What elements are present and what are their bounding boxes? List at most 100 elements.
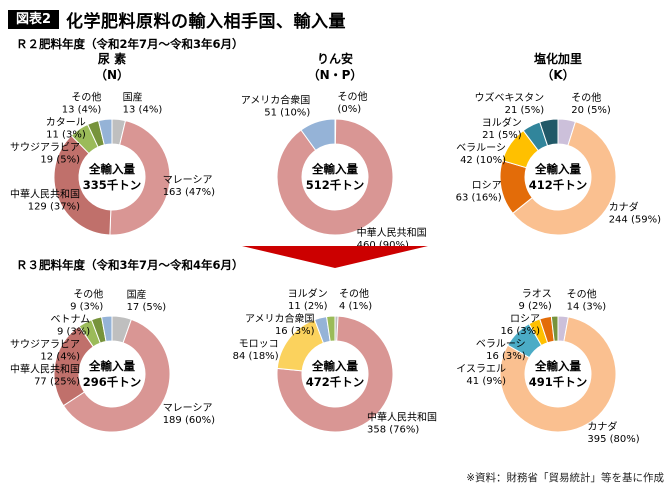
segment-label-name: ロシア	[510, 314, 540, 325]
segment-label-name: その他	[73, 287, 103, 300]
chart-cell-potash-r2: 塩化加里 （K） その他 20 (5%) カナダ 244 (59%) ロシア 63 (16…	[452, 52, 664, 275]
segment-label-value: 11 (3%)	[46, 130, 86, 141]
segment-label-value: 395 (80%)	[587, 434, 639, 445]
chart-title-urea: 尿 素 （N）	[6, 52, 218, 83]
segment-label-value: 11 (2%)	[288, 301, 328, 312]
segment-label-name: その他	[571, 91, 601, 104]
page-title: 化学肥料原料の輸入相手国、輸入量	[66, 12, 347, 32]
chart-cell-urea-r2: 尿 素 （N） 国産 13 (4%) マレーシア 163 (47%) 中華人民共和国 12…	[6, 52, 218, 275]
segment-label-value: 9 (2%)	[519, 301, 552, 312]
chart-total-label: 296千トン	[83, 375, 142, 389]
segment-label-name: アメリカ合衆国	[241, 94, 310, 107]
segment-label-name: ラオス	[522, 288, 552, 300]
chart-title-line: 塩化加里	[533, 52, 582, 66]
segment-label-value: 163 (47%)	[163, 187, 215, 198]
segment-label-value: 189 (60%)	[163, 415, 215, 426]
segment-label-value: 20 (5%)	[571, 105, 611, 116]
donut-segment	[499, 316, 617, 433]
donut-segment	[550, 315, 559, 342]
donut-segment	[53, 135, 112, 236]
donut-segment	[300, 118, 336, 152]
chart-center-label: 全輸入量	[311, 359, 358, 373]
chart-title-line: （N）	[94, 67, 130, 82]
segment-label-name: 中華人民共和国	[10, 188, 80, 201]
segment-label-value: 16 (3%)	[486, 351, 526, 362]
segment-label-value: 21 (5%)	[505, 105, 545, 116]
fiscal-year-label-r2: Ｒ２肥料年度（令和2年7月～令和3年6月）	[16, 37, 244, 51]
segment-label-name: 中華人民共和国	[357, 226, 427, 239]
segment-label-name: ロシア	[472, 181, 502, 192]
segment-label-value: 460 (90%)	[357, 240, 409, 251]
segment-label-value: 244 (59%)	[609, 215, 661, 226]
donut-segment	[539, 118, 559, 147]
donut-segment	[109, 120, 171, 236]
chart-cell-urea-r3: 国産 17 (5%) マレーシア 189 (60%) 中華人民共和国 77 (25%) サウ…	[6, 282, 218, 472]
segment-label-value: 14 (3%)	[567, 301, 607, 312]
segment-label-name: カタール	[46, 117, 86, 129]
figure-tag: 図表2	[8, 9, 60, 30]
donut-segment	[276, 118, 394, 236]
segment-label-value: 9 (3%)	[57, 326, 90, 337]
segment-label-value: 13 (4%)	[62, 105, 102, 116]
segment-label-value: 41 (9%)	[466, 376, 506, 387]
donut-segment	[62, 318, 171, 433]
segment-label-name: 国産	[127, 288, 147, 301]
segment-label-name: 国産	[123, 91, 143, 104]
segment-label-value: 63 (16%)	[456, 193, 502, 204]
chart-title-potash: 塩化加里 （K）	[452, 52, 664, 83]
chart-center-label: 全輸入量	[534, 162, 581, 176]
chart-center-label: 全輸入量	[311, 162, 358, 176]
donut-segment	[325, 315, 336, 342]
segment-label-value: 77 (25%)	[34, 376, 80, 387]
down-arrow-icon	[242, 246, 428, 268]
segment-label-value: 42 (10%)	[460, 155, 506, 166]
chart-title-ammophos: りん安 （N・P）	[229, 52, 441, 83]
chart-center-label: 全輸入量	[88, 359, 135, 373]
chart-cell-ammophos-r3: その他 4 (1%) 中華人民共和国 358 (76%) モロッコ 84 (18%) アメリ…	[229, 282, 441, 472]
segment-label-name: その他	[71, 91, 101, 104]
segment-label-value: 21 (5%)	[482, 130, 522, 141]
segment-label-value: 84 (18%)	[233, 351, 279, 362]
segment-label-name: マレーシア	[163, 403, 213, 414]
segment-label-name: ベラルーシ	[456, 142, 506, 154]
segment-label-name: アメリカ合衆国	[245, 312, 315, 325]
segment-label-name: その他	[337, 90, 367, 103]
segment-label-name: カナダ	[587, 420, 617, 433]
segment-label-name: 中華人民共和国	[367, 410, 437, 423]
segment-label-value: 358 (76%)	[367, 424, 419, 435]
chart-total-label: 472千トン	[306, 375, 365, 389]
segment-label-name: サウジアラビア	[10, 338, 80, 350]
segment-label-value: 16 (3%)	[500, 326, 540, 337]
chart-total-label: 412千トン	[529, 178, 588, 192]
chart-title-line: りん安	[316, 52, 353, 66]
segment-label-name: 中華人民共和国	[10, 362, 80, 375]
segment-label-value: 4 (1%)	[339, 301, 372, 312]
segment-label-value: 17 (5%)	[127, 302, 167, 313]
donut-segment	[100, 315, 113, 343]
segment-label-name: モロッコ	[239, 339, 279, 350]
segment-label-value: 16 (3%)	[275, 326, 315, 337]
segment-label-name: マレーシア	[163, 175, 213, 186]
segment-label-name: イスラエル	[456, 363, 506, 375]
donut-segment	[276, 315, 394, 433]
segment-label-name: ヨルダン	[288, 287, 328, 300]
segment-label-value: 13 (4%)	[123, 105, 163, 116]
chart-cell-ammophos-r2: りん安 （N・P） その他 (0%) 中華人民共和国 460 (90%) アメリカ合衆国…	[229, 52, 441, 275]
donut-segment	[97, 118, 113, 146]
chart-center-label: 全輸入量	[88, 162, 135, 176]
segment-label-value: 12 (4%)	[40, 351, 80, 362]
segment-label-name: ベラルーシ	[476, 338, 526, 350]
segment-label-value: 129 (37%)	[28, 202, 80, 213]
chart-total-label: 512千トン	[306, 178, 365, 192]
figure-header: 図表2 化学肥料原料の輸入相手国、輸入量	[8, 7, 346, 32]
source-note: ※資料：財務省「貿易統計」等を基に作成	[466, 472, 664, 484]
chart-title-line: （N・P）	[307, 67, 363, 82]
donut-segment	[512, 121, 617, 236]
chart-cell-potash-r3: その他 14 (3%) カナダ 395 (80%) イスラエル 41 (9%) ベラルーシ 1…	[452, 282, 664, 472]
segment-label-value: 51 (10%)	[264, 108, 310, 119]
